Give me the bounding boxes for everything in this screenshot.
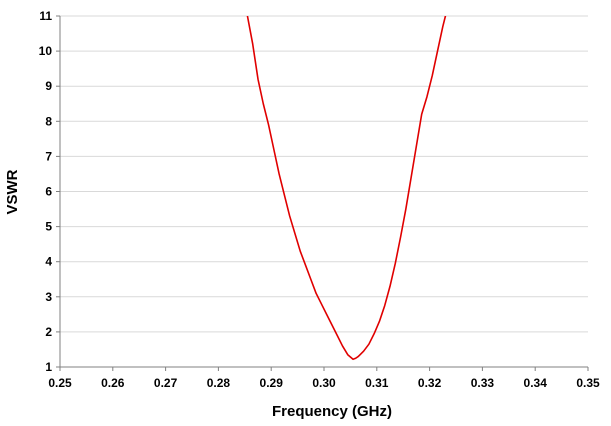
axes xyxy=(56,15,589,371)
x-tick-label: 0.30 xyxy=(312,376,336,390)
series-layer xyxy=(246,16,447,361)
y-tick-label: 4 xyxy=(45,255,52,269)
x-tick-label: 0.35 xyxy=(576,376,600,390)
gridlines xyxy=(60,15,588,333)
x-tick-label: 0.27 xyxy=(154,376,178,390)
y-tick-label: 10 xyxy=(39,44,53,58)
x-tick-label: 0.34 xyxy=(524,376,548,390)
vswr-series-line xyxy=(246,16,447,361)
tick-labels: 1 2 3 4 5 6 7 8 9 10 11 0.25 0.26 0.27 0.28 0.29 0.30 0.3… xyxy=(39,9,600,390)
x-tick-label: 0.28 xyxy=(207,376,231,390)
y-tick-label: 1 xyxy=(45,360,52,374)
x-tick-label: 0.33 xyxy=(471,376,495,390)
x-tick-label: 0.32 xyxy=(418,376,442,390)
x-tick-label: 0.29 xyxy=(260,376,284,390)
x-tick-label: 0.25 xyxy=(48,376,72,390)
y-tick-label: 3 xyxy=(45,290,52,304)
y-tick-label: 5 xyxy=(45,220,52,234)
y-tick-label: 7 xyxy=(45,149,52,163)
y-tick-label: 2 xyxy=(45,325,52,339)
y-tick-label: 8 xyxy=(45,114,52,128)
y-tick-label: 9 xyxy=(45,79,52,93)
x-axis-title: Frequency (GHz) xyxy=(272,403,392,420)
y-tick-label: 6 xyxy=(45,185,52,199)
y-axis-title: VSWR xyxy=(4,169,21,214)
x-tick-label: 0.31 xyxy=(365,376,389,390)
y-tick-label: 11 xyxy=(39,9,52,23)
x-tick-label: 0.26 xyxy=(101,376,125,390)
